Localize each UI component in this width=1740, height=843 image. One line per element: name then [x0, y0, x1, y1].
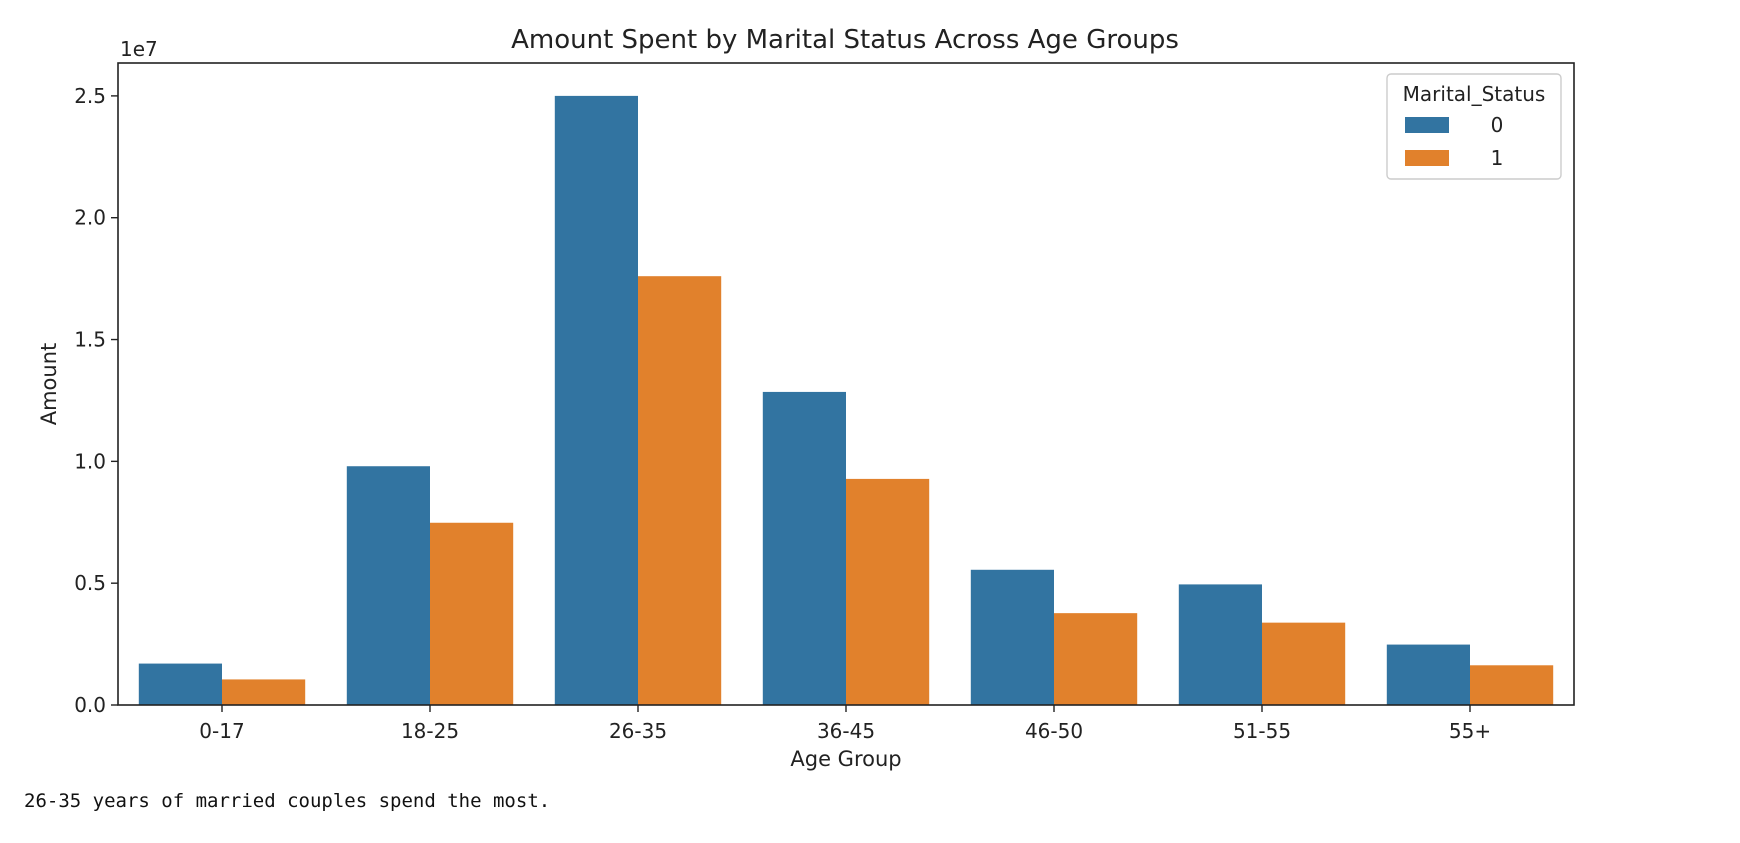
analysis-note: 26-35 years of married couples spend the…	[24, 790, 551, 812]
x-tick-label: 46-50	[1025, 719, 1083, 743]
bar-36-45-status-0	[762, 391, 846, 705]
legend-label-status-1: 1	[1491, 146, 1504, 170]
bar-0-17-status-1	[222, 679, 306, 705]
bar-51-55-status-1	[1262, 622, 1346, 705]
x-axis: 0-17 18-25 26-35 36-45 46-50 51-55 55+	[199, 705, 1491, 743]
bar-18-25-status-1	[430, 522, 514, 705]
y-tick-label: 0.5	[74, 571, 106, 595]
x-tick-label: 0-17	[199, 719, 244, 743]
y-tick-label: 2.0	[74, 206, 106, 230]
bar-46-50-status-1	[1054, 613, 1138, 705]
bar-18-25-status-0	[346, 466, 430, 705]
bar-55+-status-1	[1470, 665, 1554, 705]
plot-area	[117, 62, 1575, 706]
bar-26-35-status-1	[638, 276, 722, 705]
x-tick-label: 18-25	[401, 719, 459, 743]
bar-0-17-status-0	[138, 663, 222, 705]
x-tick-label: 55+	[1449, 719, 1491, 743]
y-axis: 0.0 0.5 1.0 1.5 2.0 2.5	[74, 84, 118, 717]
legend-label-status-0: 0	[1491, 113, 1504, 137]
bar-46-50-status-0	[970, 569, 1054, 705]
x-tick-label: 36-45	[817, 719, 875, 743]
bar-51-55-status-0	[1178, 584, 1262, 705]
y-tick-label: 1.0	[74, 449, 106, 473]
legend: Marital_Status 01	[1386, 73, 1562, 180]
bar-26-35-status-0	[554, 95, 638, 705]
y-axis-label: Amount	[37, 343, 61, 426]
chart-title: Amount Spent by Marital Status Across Ag…	[511, 25, 1179, 55]
y-axis-offset-label: 1e7	[120, 37, 158, 61]
legend-swatch-status-1	[1405, 150, 1449, 166]
bars-group	[138, 95, 1554, 705]
x-tick-label: 26-35	[609, 719, 667, 743]
bar-36-45-status-1	[846, 478, 930, 705]
legend-items: 01	[1405, 113, 1503, 170]
y-tick-label: 2.5	[74, 84, 106, 108]
x-axis-label: Age Group	[790, 747, 901, 771]
y-tick-label: 0.0	[74, 693, 106, 717]
bar-55+-status-0	[1386, 644, 1470, 705]
legend-swatch-status-0	[1405, 117, 1449, 133]
legend-title: Marital_Status	[1403, 82, 1546, 106]
x-tick-label: 51-55	[1233, 719, 1291, 743]
y-tick-label: 1.5	[74, 328, 106, 352]
